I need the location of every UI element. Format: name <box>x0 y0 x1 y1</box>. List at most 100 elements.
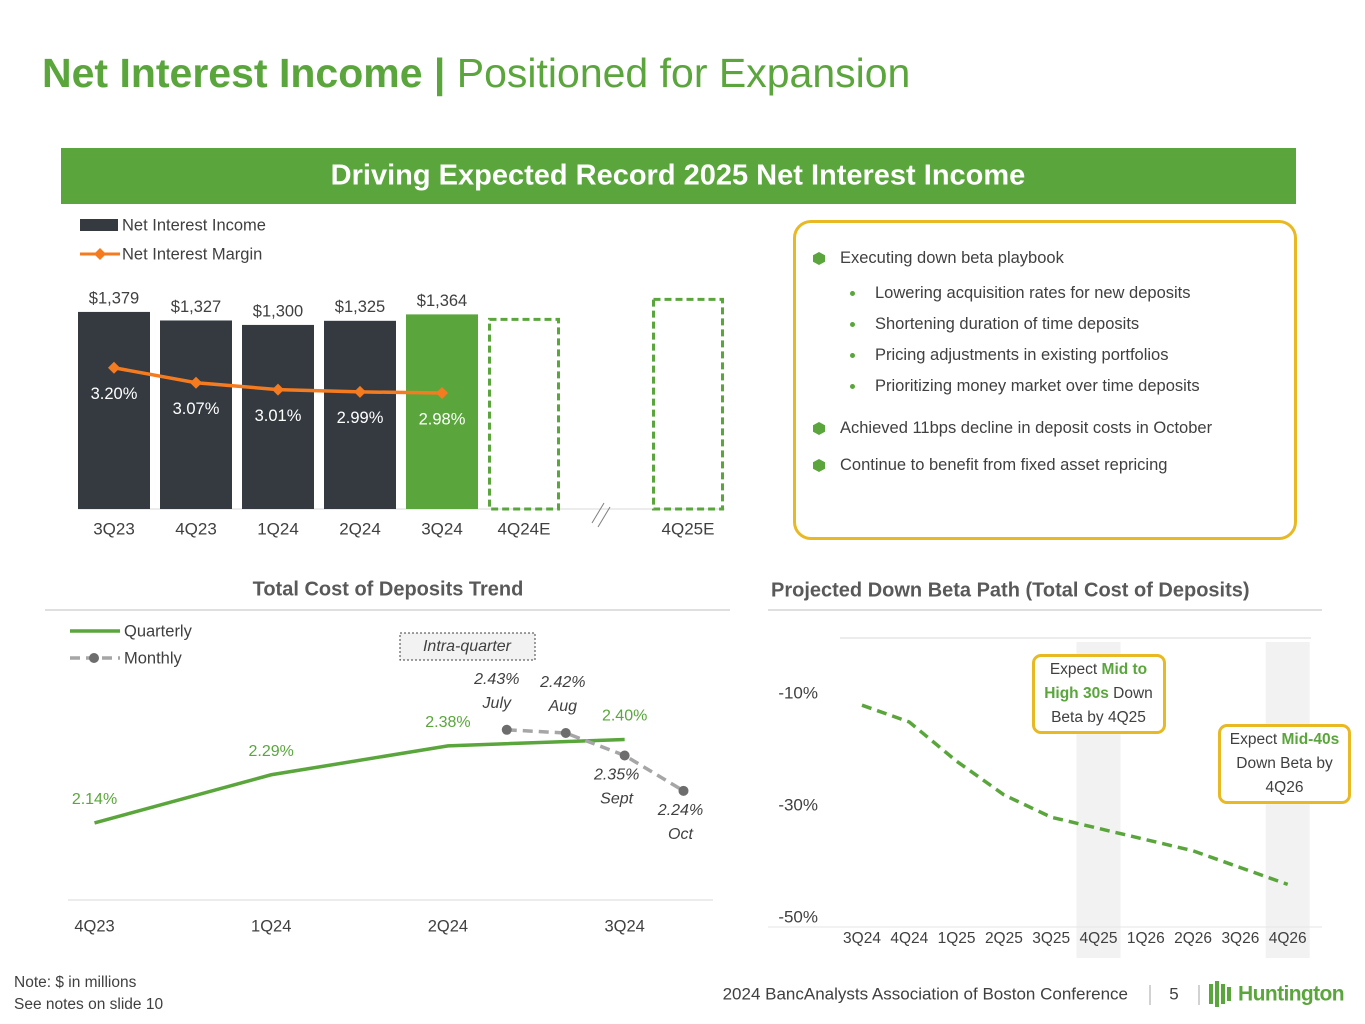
bullet-text: Executing down beta playbook <box>840 249 1064 267</box>
legend-swatch <box>80 219 118 231</box>
monthly-value-label: 2.24% <box>657 802 703 819</box>
callout-suffix: Down Beta by 4Q26 <box>1236 755 1333 796</box>
callout: Expect Mid-40s Down Beta by 4Q26 <box>1218 724 1351 804</box>
bullet: Continue to benefit from fixed asset rep… <box>840 454 1294 476</box>
annotation-box <box>399 632 536 661</box>
margin-marker <box>272 383 284 396</box>
month-label: Aug <box>548 698 578 715</box>
bullet: Executing down beta playbook Lowering acq… <box>840 247 1294 402</box>
x-tick-label: 2Q24 <box>428 917 468 935</box>
monthly-value-label: 2.35% <box>593 767 639 784</box>
callout-prefix: Expect <box>1229 731 1278 748</box>
sub-bullet: Shortening duration of time deposits <box>850 309 1294 340</box>
bullet-text: Achieved 11bps decline in deposit costs … <box>840 419 1213 437</box>
footnote: See notes on slide 10 <box>14 996 163 1013</box>
margin-value-label: 2.99% <box>337 409 384 427</box>
legend-label: Net Interest Income <box>122 216 266 234</box>
beta-path <box>861 703 1289 887</box>
projected-bar <box>488 317 560 511</box>
bullet: Achieved 11bps decline in deposit costs … <box>840 417 1294 439</box>
bar <box>78 311 150 509</box>
sub-bullet: Pricing adjustments in existing portfoli… <box>850 340 1294 371</box>
legend-swatch <box>94 248 106 260</box>
bar <box>242 324 314 509</box>
sub-bullet-list: Lowering acquisition rates for new depos… <box>840 278 1294 402</box>
quarterly-value-label: 2.29% <box>249 743 294 760</box>
x-tick-label: 2Q26 <box>1174 930 1212 947</box>
bullet-list: Executing down beta playbook Lowering acq… <box>796 223 1294 476</box>
bar <box>406 314 478 509</box>
x-tick-label: 3Q24 <box>843 930 881 947</box>
margin-marker <box>108 361 120 374</box>
x-tick-label: 2Q24 <box>339 519 381 538</box>
bar-value-label: $1,327 <box>171 298 221 316</box>
callout-suffix: Down Beta by 4Q25 <box>1051 685 1153 726</box>
legend-label: Net Interest Margin <box>122 245 262 263</box>
monthly-value-label: 2.42% <box>539 674 585 691</box>
x-tick-label: 1Q24 <box>257 519 299 538</box>
x-tick-label: 4Q23 <box>175 519 217 538</box>
banner-text: Driving Expected Record 2025 Net Interes… <box>331 160 1026 192</box>
legend-swatch <box>89 653 99 663</box>
conference: 2024 BancAnalysts Association of Boston … <box>723 984 1128 1003</box>
logo: Huntington <box>1238 983 1344 1006</box>
x-tick-label: 3Q25 <box>1032 930 1070 947</box>
title-bold: Net Interest Income | <box>42 50 445 96</box>
x-tick-label: 3Q24 <box>604 917 644 935</box>
bar <box>160 320 232 509</box>
slide-title: Net Interest Income | Positioned for Exp… <box>42 50 910 96</box>
axis-break <box>591 502 605 524</box>
callout-highlight: Mid to High 30s <box>1044 661 1148 702</box>
quarterly-value-label: 2.14% <box>72 791 117 808</box>
bar-value-label: $1,325 <box>335 298 385 316</box>
x-tick-label: 4Q26 <box>1269 930 1307 947</box>
annotation: Intra-quarter <box>423 638 512 655</box>
margin-marker <box>436 387 448 400</box>
x-tick-label: 2Q25 <box>985 930 1023 947</box>
monthly-value-label: 2.43% <box>473 671 519 688</box>
sub-bullet: Lowering acquisition rates for new depos… <box>850 278 1294 309</box>
bullet-text: Continue to benefit from fixed asset rep… <box>840 456 1168 474</box>
legend-label: Quarterly <box>124 622 193 640</box>
y-tick-label: -30% <box>778 795 818 814</box>
margin-value-label: 3.20% <box>91 385 138 403</box>
monthly-marker <box>501 724 512 735</box>
x-tick-label: 1Q24 <box>251 917 291 935</box>
quarterly-line <box>94 737 625 825</box>
sub-bullet: Prioritizing money market over time depo… <box>850 371 1294 402</box>
monthly-marker <box>560 728 571 739</box>
chart-title: Total Cost of Deposits Trend <box>253 578 524 600</box>
margin-value-label: 3.07% <box>173 400 220 418</box>
x-tick-label: 4Q24 <box>890 930 928 947</box>
margin-marker <box>354 385 366 398</box>
margin-marker <box>190 376 202 389</box>
x-tick-label: 3Q24 <box>421 519 463 538</box>
logo-icon <box>1209 981 1231 1007</box>
x-tick-label: 4Q23 <box>74 917 114 935</box>
x-tick-label: 1Q25 <box>938 930 976 947</box>
x-tick-label: 4Q24E <box>498 519 551 538</box>
bar <box>324 320 396 509</box>
monthly-marker <box>619 750 630 761</box>
margin-value-label: 3.01% <box>255 407 302 425</box>
callout: Expect Mid to High 30s Down Beta by 4Q25 <box>1031 654 1166 734</box>
bar-value-label: $1,364 <box>417 292 467 310</box>
legend-label: Monthly <box>124 649 183 667</box>
page-number: 5 <box>1169 984 1178 1003</box>
x-tick-label: 3Q23 <box>93 519 135 538</box>
y-tick-label: -50% <box>778 907 818 926</box>
month-label: July <box>482 695 512 712</box>
quarterly-value-label: 2.40% <box>602 708 647 725</box>
bar-value-label: $1,300 <box>253 302 303 320</box>
chart-title: Projected Down Beta Path (Total Cost of … <box>771 579 1250 601</box>
axis-break <box>597 506 611 528</box>
footnote: Note: $ in millions <box>14 974 137 991</box>
month-label: Oct <box>668 826 693 843</box>
monthly-marker <box>678 785 689 796</box>
quarterly-value-label: 2.38% <box>425 714 470 731</box>
x-tick-label: 1Q26 <box>1127 930 1165 947</box>
callout-highlight: Mid-40s <box>1281 731 1340 748</box>
x-tick-label: 4Q25E <box>662 519 715 538</box>
projected-bar <box>652 297 724 511</box>
